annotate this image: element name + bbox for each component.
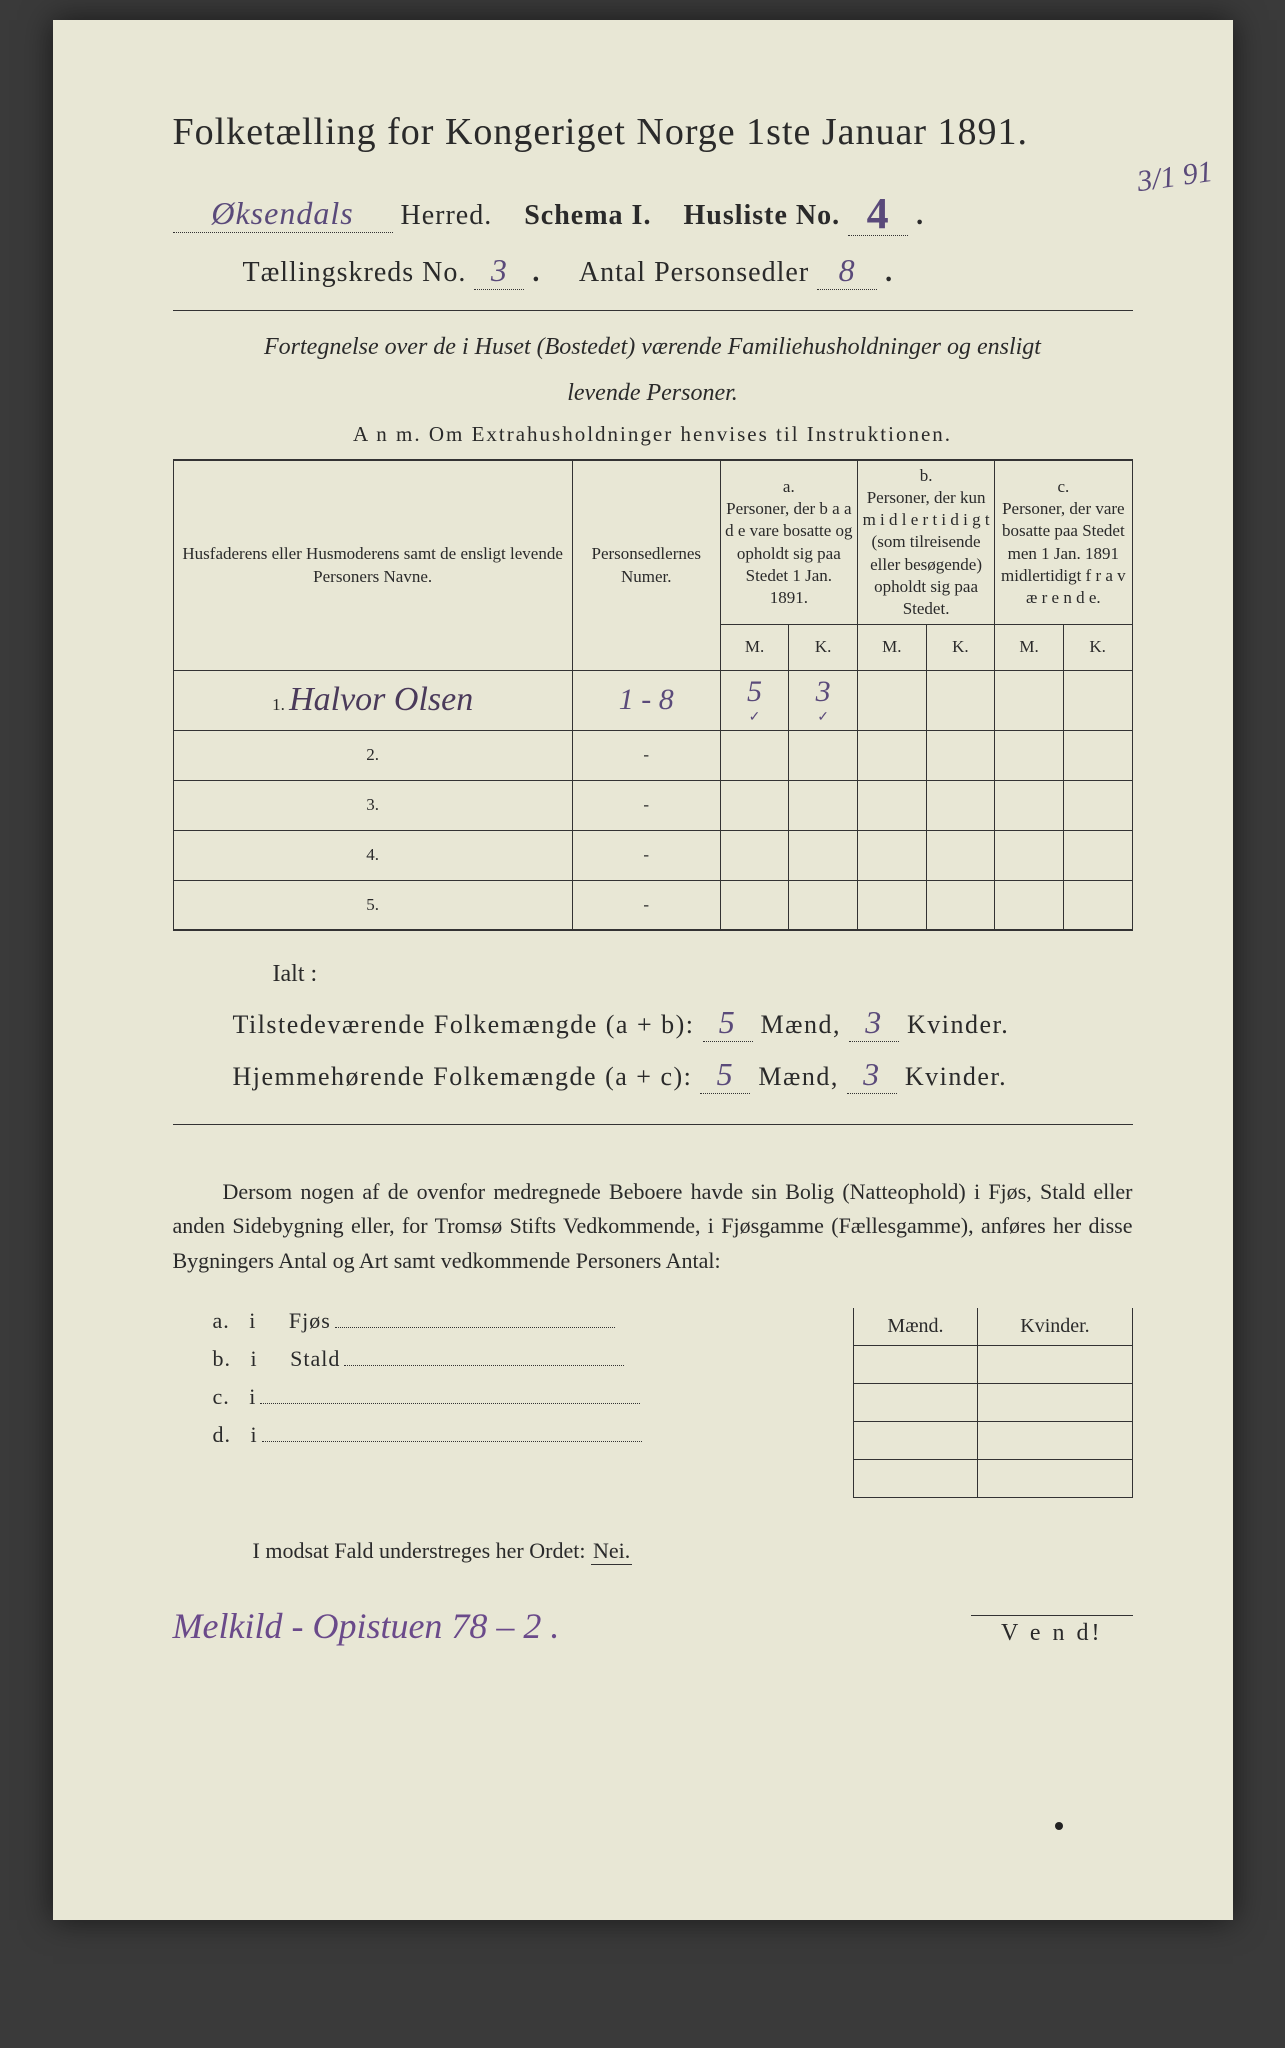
vend-label: V e n d!: [971, 1615, 1133, 1647]
form-title: Folketælling for Kongeriget Norge 1ste J…: [173, 110, 1133, 154]
col-b-text: Personer, der kun m i d l e r t i d i g …: [862, 487, 990, 620]
nei-before: I modsat Fald understreges her Ordet:: [253, 1538, 591, 1563]
totals-2-klabel: Kvinder.: [905, 1062, 1007, 1091]
row-number: 4.: [173, 830, 572, 880]
sub-row-c: c. i: [173, 1384, 853, 1410]
row-c-m: [995, 670, 1064, 730]
totals-line-2: Hjemmehørende Folkemængde (a + c): 5 Mæn…: [173, 1056, 1133, 1094]
sub-buildings-block: a. i Fjøs b. i Stald c. i d. i: [173, 1308, 1133, 1499]
header-line-2: Tællingskreds No. 3 . Antal Personsedler…: [173, 252, 1133, 290]
totals-2-k: 3: [847, 1056, 897, 1094]
antal-label: Antal Personsedler: [579, 257, 809, 288]
row-number: 5.: [173, 880, 572, 930]
row-number: 2.: [173, 730, 572, 780]
sub-row-d: d. i: [173, 1422, 853, 1448]
divider: [173, 1124, 1133, 1125]
row-personsedler: -: [572, 730, 720, 780]
col-header-numer: Personsedlernes Numer.: [572, 460, 720, 670]
husliste-label: Husliste No.: [683, 200, 840, 231]
totals-2-mlabel: Mænd,: [758, 1062, 838, 1091]
footer-handwritten-note: Melkild - Opistuen 78 – 2 .: [173, 1605, 560, 1647]
col-c-k: K.: [1063, 624, 1132, 670]
kreds-label: Tællingskreds No.: [243, 257, 467, 288]
sub-row-b: b. i Stald: [173, 1346, 853, 1372]
col-a-text: Personer, der b a a d e vare bosatte og …: [725, 498, 853, 608]
header-line-1: Øksendals Herred. Schema I. Husliste No.…: [173, 184, 1133, 236]
nei-word: Nei.: [591, 1538, 632, 1565]
herred-label: Herred.: [401, 200, 493, 231]
col-b-m: M.: [857, 624, 926, 670]
row-name-handwritten: Halvor Olsen: [289, 681, 473, 718]
sub-head-maend: Mænd.: [853, 1308, 978, 1346]
totals-line-1: Tilstedeværende Folkemængde (a + b): 5 M…: [173, 1004, 1133, 1042]
totals-1-k: 3: [849, 1004, 899, 1042]
sub-buildings-labels: a. i Fjøs b. i Stald c. i d. i: [173, 1308, 853, 1499]
totals-1-mlabel: Mænd,: [761, 1010, 841, 1039]
kreds-number: 3: [491, 252, 508, 288]
sub-buildings-table: Mænd. Kvinder.: [853, 1308, 1133, 1499]
col-b-k: K.: [926, 624, 995, 670]
footer-row: Melkild - Opistuen 78 – 2 . V e n d!: [173, 1605, 1133, 1647]
row-personsedler: -: [572, 880, 720, 930]
col-header-c: c. Personer, der vare bosatte paa Stedet…: [995, 460, 1132, 624]
ink-dot: [1055, 1822, 1063, 1830]
col-header-names: Husfaderens eller Husmoderens samt de en…: [173, 460, 572, 670]
row-personsedler: 1 - 8: [572, 670, 720, 730]
anm-note: A n m. Om Extrahusholdninger henvises ti…: [173, 422, 1133, 447]
husliste-number: 4: [867, 189, 890, 238]
sub-row-a: a. i Fjøs: [173, 1308, 853, 1334]
col-c-m: M.: [995, 624, 1064, 670]
subtitle-line-1: Fortegnelse over de i Huset (Bostedet) v…: [173, 331, 1133, 365]
col-b-label: b.: [862, 465, 990, 487]
main-census-table: Husfaderens eller Husmoderens samt de en…: [173, 459, 1133, 931]
row-c-k: [1063, 670, 1132, 730]
row-b-m: [857, 670, 926, 730]
table-row: 1. Halvor Olsen 1 - 8 5✓ 3✓: [173, 670, 1132, 730]
row-number: 3.: [173, 780, 572, 830]
totals-1-klabel: Kvinder.: [907, 1010, 1009, 1039]
row-personsedler: -: [572, 830, 720, 880]
antal-number: 8: [839, 252, 856, 288]
body-paragraph: Dersom nogen af de ovenfor medregnede Be…: [173, 1175, 1133, 1277]
divider: [173, 310, 1133, 311]
row-personsedler: -: [572, 780, 720, 830]
census-form-page: 3/1 91 Folketælling for Kongeriget Norge…: [53, 20, 1233, 1920]
table-row: 2. -: [173, 730, 1132, 780]
row-a-m: 5✓: [720, 670, 789, 730]
totals-2-label: Hjemmehørende Folkemængde (a + c):: [233, 1062, 693, 1091]
margin-date-annotation: 3/1 91: [1135, 155, 1215, 199]
ialt-label: Ialt :: [173, 961, 1133, 988]
table-row: 3. -: [173, 780, 1132, 830]
nei-line: I modsat Fald understreges her Ordet: Ne…: [173, 1538, 1133, 1565]
herred-handwritten-value: Øksendals: [173, 195, 393, 233]
col-c-label: c.: [999, 476, 1127, 498]
totals-1-label: Tilstedeværende Folkemængde (a + b):: [233, 1010, 695, 1039]
sub-head-kvinder: Kvinder.: [978, 1308, 1132, 1346]
subtitle-line-2: levende Personer.: [173, 377, 1133, 411]
col-a-m: M.: [720, 624, 789, 670]
table-row: 5. -: [173, 880, 1132, 930]
totals-1-m: 5: [703, 1004, 753, 1042]
col-c-text: Personer, der vare bosatte paa Stedet me…: [999, 498, 1127, 608]
table-row: 4. -: [173, 830, 1132, 880]
row-name-cell: 1. Halvor Olsen: [173, 670, 572, 730]
row-a-k: 3✓: [789, 670, 858, 730]
col-a-label: a.: [725, 476, 853, 498]
col-header-b: b. Personer, der kun m i d l e r t i d i…: [857, 460, 994, 624]
totals-2-m: 5: [700, 1056, 750, 1094]
row-b-k: [926, 670, 995, 730]
col-header-a: a. Personer, der b a a d e vare bosatte …: [720, 460, 857, 624]
row-number: 1.: [272, 695, 285, 714]
col-a-k: K.: [789, 624, 858, 670]
schema-label: Schema I.: [524, 200, 651, 231]
